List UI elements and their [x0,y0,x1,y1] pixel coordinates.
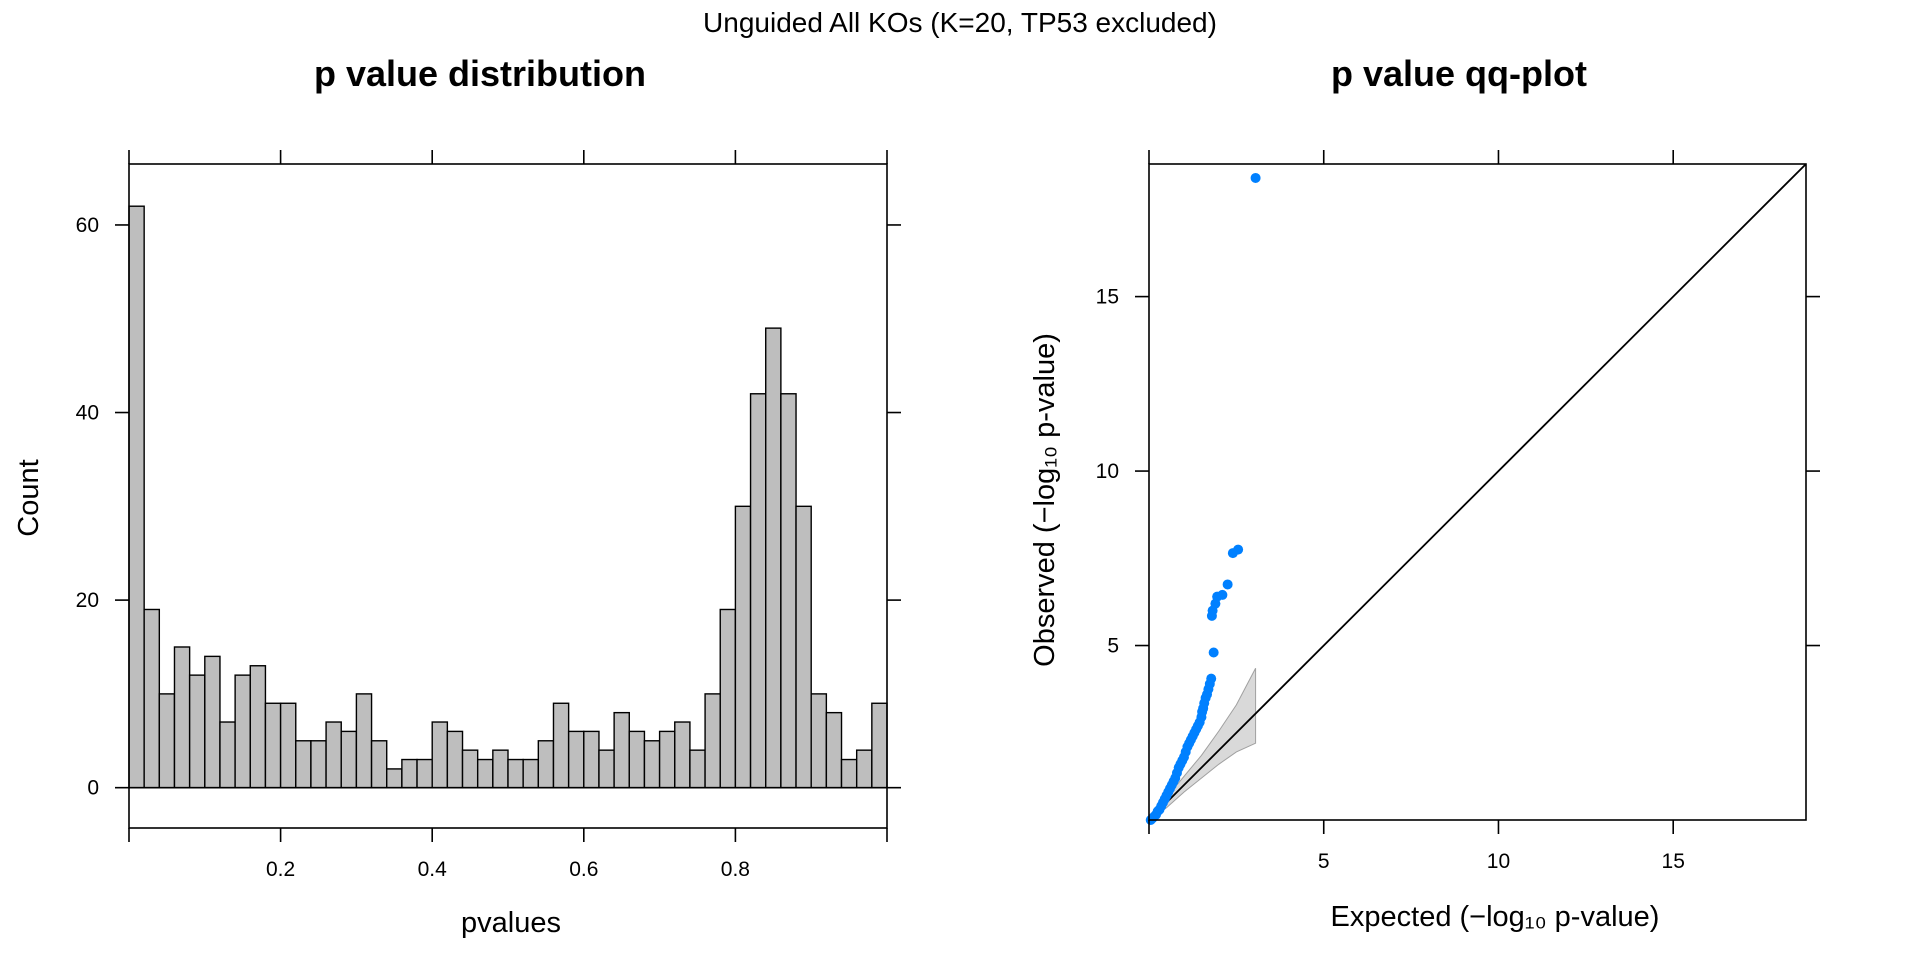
histogram-bar [173,646,191,789]
histogram-x-tick-label: 0.8 [721,858,750,881]
histogram-ticks: 0.2 0.4 0.6 0.8 0 20 40 60 [76,150,901,881]
histogram-plot-frame [128,163,888,829]
histogram-bar [613,711,630,789]
figure-title: Unguided All KOs (K=20, TP53 excluded) [703,7,1217,38]
histogram-y-axis-label: Count [13,459,45,536]
histogram-bar [340,730,358,789]
histogram-bar [295,740,312,789]
histogram-bar [552,702,570,789]
histogram-bar [704,693,721,789]
qq-reference-line [1148,163,1807,821]
histogram-bar [795,505,812,789]
histogram-bar [188,674,206,789]
qq-plot-panel: p value qq-plot 5 10 15 5 10 15 Expected (−lo… [1029,53,1820,933]
histogram-bar [674,721,691,789]
histogram-bar [325,721,342,789]
qq-y-axis-label: Observed (−log₁₀ p-value) [1029,333,1061,667]
histogram-bars [128,205,888,789]
histogram-x-axis-label: pvalues [461,907,561,939]
histogram-bar [416,758,433,789]
qq-plot-title: p value qq-plot [1331,53,1587,94]
qq-point [1206,673,1217,684]
histogram-bar [855,749,873,789]
histogram-bar [780,393,797,789]
histogram-bar [219,721,236,789]
histogram-bar [234,674,251,789]
qq-ticks: 5 10 15 5 10 15 [1096,150,1820,873]
histogram-bar [689,749,706,789]
qq-plot-frame [1148,163,1807,821]
histogram-bar [264,702,282,789]
histogram-bar [401,758,418,789]
histogram-bar [840,758,858,789]
histogram-bar [446,730,464,789]
qq-point [1222,579,1233,590]
histogram-bar [810,693,828,789]
histogram-x-tick-label: 0.6 [569,858,598,881]
histogram-bar [628,730,646,789]
histogram-bar [825,711,843,789]
histogram-bar [583,730,600,789]
histogram-y-tick-label: 0 [87,777,99,800]
qq-point [1217,589,1228,600]
histogram-bar [204,655,221,789]
histogram-bar [765,327,782,789]
histogram-bar [598,749,615,789]
qq-point [1250,172,1261,183]
histogram-bar [658,730,676,789]
qq-y-tick-label: 5 [1107,635,1119,658]
qq-point [1233,544,1244,555]
histogram-bar [128,205,145,789]
histogram-y-tick-label: 40 [76,402,99,425]
histogram-x-tick-label: 0.4 [418,858,448,881]
histogram-bar [492,749,509,789]
histogram-bar [386,768,403,789]
qq-x-tick-label: 5 [1318,850,1330,873]
histogram-bar [310,740,327,789]
histogram-y-tick-label: 20 [76,589,99,612]
histogram-bar [507,758,524,789]
histogram-bar [476,758,494,789]
histogram-bar [719,608,737,789]
histogram-bar [749,393,767,789]
histogram-bar [370,740,388,789]
histogram-y-tick-label: 60 [76,214,99,237]
histogram-bar [158,693,176,789]
histogram-bar [522,758,540,789]
histogram-bar [431,721,449,789]
qq-point [1208,647,1219,658]
histogram-title: p value distribution [314,53,646,94]
qq-x-tick-label: 10 [1487,850,1510,873]
histogram-panel: p value distribution 0.2 0.4 0.6 0.8 0 20 40 60… [13,53,901,939]
histogram-bar [461,749,479,789]
histogram-bar [143,608,161,789]
histogram-bar [734,505,752,789]
histogram-bar [537,740,555,789]
qq-y-tick-label: 10 [1096,460,1119,483]
histogram-bar [355,693,373,789]
histogram-bar [249,665,267,789]
histogram-bar [871,702,888,789]
qq-x-tick-label: 15 [1662,850,1685,873]
histogram-x-tick-label: 0.2 [266,858,295,881]
histogram-bar [567,730,585,789]
histogram-bar [279,702,297,789]
histogram-bar [643,740,661,789]
qq-x-axis-label: Expected (−log₁₀ p-value) [1331,901,1660,933]
qq-y-tick-label: 15 [1096,286,1119,309]
